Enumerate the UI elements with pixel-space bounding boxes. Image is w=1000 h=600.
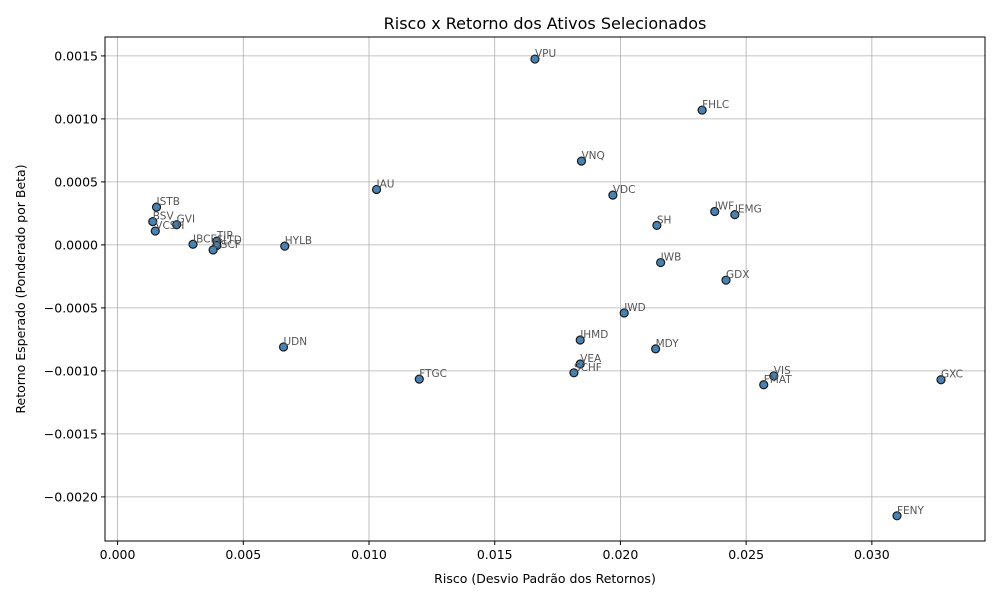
point-label-vea: VEA xyxy=(580,353,602,365)
x-tick-label: 0.005 xyxy=(225,547,261,562)
chart-title: Risco x Retorno dos Ativos Selecionados xyxy=(384,14,707,33)
x-tick-label: 0.025 xyxy=(728,547,764,562)
point-label-istb: ISTB xyxy=(157,196,180,208)
data-point-feny xyxy=(892,511,902,521)
point-label-vdc: VDC xyxy=(613,184,636,196)
point-label-sh: SH xyxy=(657,214,672,226)
x-tick-label: 0.030 xyxy=(854,547,890,562)
point-labels: VPU FHLC VNQ IAU VDC ISTB IWF IEMG BSV GVI SH VCSH I… xyxy=(153,48,963,517)
data-point-vea xyxy=(575,359,585,369)
point-label-uscf: USCF xyxy=(213,239,241,251)
data-point-iwb xyxy=(656,257,666,268)
point-label-fltd: FLTD xyxy=(217,235,242,247)
point-label-iwb: IWB xyxy=(661,252,682,264)
data-point-iwd xyxy=(619,308,629,318)
data-point-uscf xyxy=(208,245,218,255)
y-tick-label: 0.0015 xyxy=(54,48,98,63)
y-tick-label: −0.0020 xyxy=(44,489,98,504)
data-point-sh xyxy=(652,220,662,230)
point-label-ihmd: IHMD xyxy=(580,329,608,341)
x-tick-label: 0.015 xyxy=(477,547,513,562)
point-label-fmat: FMAT xyxy=(764,374,792,386)
data-point-iau xyxy=(371,184,382,195)
y-tick-label: −0.0015 xyxy=(44,426,98,441)
data-point-vdc xyxy=(608,190,618,200)
data-point-schf xyxy=(569,368,579,378)
point-label-vcsh: VCSH xyxy=(155,220,184,232)
point-label-gdx: GDX xyxy=(726,269,749,281)
point-label-feny: FENY xyxy=(897,505,925,517)
point-label-vis: VIS xyxy=(774,365,791,377)
point-label-iau: IAU xyxy=(377,178,395,190)
data-point-udn xyxy=(278,342,289,352)
data-point-hylb xyxy=(280,241,290,251)
data-point-bsv xyxy=(148,216,158,227)
point-label-gxc: GXC xyxy=(941,369,963,381)
point-label-ibce: IBCE xyxy=(193,233,217,245)
y-tick-label: 0.0000 xyxy=(54,237,98,252)
point-label-udn: UDN xyxy=(284,336,308,348)
point-label-ftgc: FTGC xyxy=(419,368,447,380)
data-point-iemg xyxy=(730,210,740,220)
point-label-gvi: GVI xyxy=(177,214,195,226)
point-label-vnq: VNQ xyxy=(581,150,604,162)
x-tick-label: 0.000 xyxy=(100,547,136,562)
data-point-fmat xyxy=(759,380,769,390)
data-point-ihmd xyxy=(575,335,585,345)
point-label-bsv: BSV xyxy=(153,211,175,223)
data-point-vpu xyxy=(530,54,540,64)
data-point-vnq xyxy=(576,156,587,166)
data-point-vcsh xyxy=(150,226,160,236)
data-point-istb xyxy=(151,202,162,212)
point-label-schf: SCHF xyxy=(574,362,602,374)
data-points xyxy=(148,54,946,521)
data-point-fhlc xyxy=(697,105,707,115)
y-tick-label: 0.0005 xyxy=(54,174,98,189)
point-label-iemg: IEMG xyxy=(735,204,762,216)
data-point-iwf xyxy=(710,206,720,217)
point-label-vpu: VPU xyxy=(535,48,556,60)
point-label-fhlc: FHLC xyxy=(702,99,729,111)
ticks: 0.000 0.005 0.010 0.015 0.020 0.025 0.030 0.001… xyxy=(44,48,890,562)
data-point-gvi xyxy=(172,220,182,230)
y-tick-label: −0.0005 xyxy=(44,300,98,315)
x-tick-label: 0.010 xyxy=(351,547,387,562)
y-axis-label: Retorno Esperado (Ponderado por Beta) xyxy=(13,164,28,413)
data-point-gxc xyxy=(936,375,946,385)
point-label-hylb: HYLB xyxy=(285,235,312,247)
grid xyxy=(105,37,985,541)
data-point-ftgc xyxy=(414,374,424,384)
x-axis-label: Risco (Desvio Padrão dos Retornos) xyxy=(434,571,656,586)
point-label-iwd: IWD xyxy=(624,302,646,314)
data-point-mdy xyxy=(651,344,661,354)
x-tick-label: 0.020 xyxy=(603,547,639,562)
data-point-gdx xyxy=(721,275,731,285)
point-label-tip: TIP xyxy=(216,230,233,242)
data-point-vis xyxy=(769,371,779,381)
data-point-ibce xyxy=(188,239,198,249)
plot-frame xyxy=(104,36,986,542)
point-label-iwf: IWF xyxy=(715,201,735,213)
y-tick-label: 0.0010 xyxy=(54,111,98,126)
y-tick-label: −0.0010 xyxy=(44,363,98,378)
point-label-mdy: MDY xyxy=(656,338,680,350)
